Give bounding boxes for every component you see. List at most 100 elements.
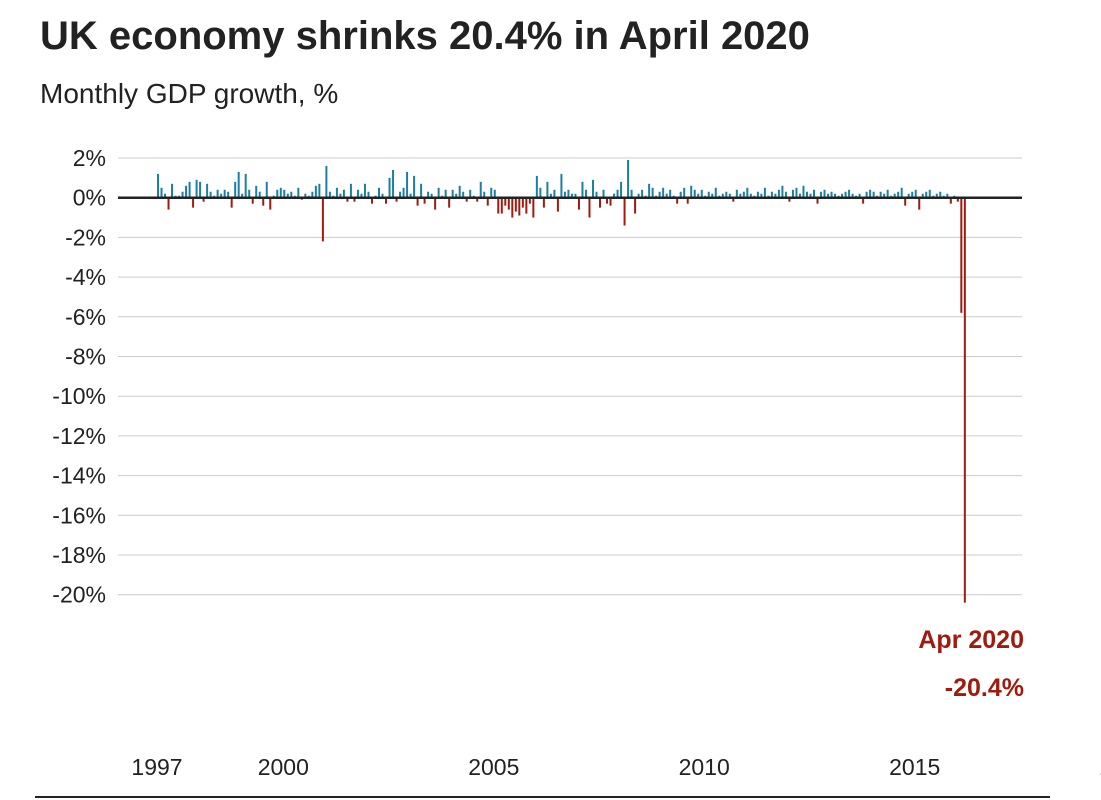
bar xyxy=(725,191,728,198)
bar xyxy=(869,189,872,198)
bar xyxy=(535,175,538,198)
bar xyxy=(265,181,268,198)
annotation-date: Apr 2020 xyxy=(918,626,1024,654)
gridlines xyxy=(118,157,1022,596)
bar xyxy=(469,189,472,198)
bar xyxy=(525,197,528,214)
bar xyxy=(577,197,580,210)
bar xyxy=(697,193,700,198)
bar xyxy=(381,193,384,198)
y-tick-label: -4% xyxy=(65,264,106,290)
bar xyxy=(230,197,233,208)
bar xyxy=(904,197,907,206)
bar xyxy=(665,193,668,198)
bar xyxy=(262,197,265,206)
bar xyxy=(339,193,342,198)
bar xyxy=(185,185,188,198)
bar xyxy=(739,193,742,198)
bar xyxy=(279,187,282,198)
bar xyxy=(669,189,672,198)
bar xyxy=(241,193,244,198)
y-tick-label: 0% xyxy=(73,185,106,211)
chart-subtitle: Monthly GDP growth, % xyxy=(40,78,339,109)
bar xyxy=(616,189,619,198)
bar xyxy=(164,193,167,198)
bar xyxy=(539,187,542,198)
bar xyxy=(707,191,710,198)
y-tick-label: 2% xyxy=(73,145,106,171)
bar xyxy=(858,193,861,198)
bar xyxy=(570,193,573,198)
bar xyxy=(188,181,191,198)
bar xyxy=(886,189,889,198)
bar xyxy=(795,187,798,198)
y-tick-label: -8% xyxy=(65,344,106,370)
bar xyxy=(820,191,823,198)
bar xyxy=(865,191,868,198)
bar xyxy=(946,193,949,198)
bar xyxy=(363,183,366,198)
bar xyxy=(507,197,510,210)
bar xyxy=(402,187,405,198)
bar xyxy=(328,191,331,198)
bar xyxy=(181,191,184,198)
bar xyxy=(223,189,226,198)
bar xyxy=(451,189,454,198)
bar xyxy=(206,183,209,198)
bar xyxy=(416,197,419,206)
bar xyxy=(581,181,584,198)
y-axis: 2% 0% -2% -4% -6% -8% -10% -12% -14% -16% -18% -20% xyxy=(52,145,106,608)
annotation-value: -20.4% xyxy=(945,674,1024,702)
bar xyxy=(444,189,447,198)
bar xyxy=(518,197,521,216)
bar xyxy=(693,189,696,198)
bar xyxy=(220,193,223,198)
bar xyxy=(563,191,566,198)
bar xyxy=(297,187,300,198)
bar xyxy=(244,173,247,198)
bar xyxy=(171,183,174,198)
bar xyxy=(216,189,219,198)
y-tick-label: -6% xyxy=(65,304,106,330)
bar xyxy=(476,197,479,202)
annotation: Apr 2020 -20.4% xyxy=(918,626,1024,702)
bar xyxy=(276,189,279,198)
bar xyxy=(714,187,717,198)
bar xyxy=(679,191,682,198)
bar xyxy=(700,189,703,198)
bar xyxy=(360,193,363,198)
bar xyxy=(504,197,507,206)
bar xyxy=(486,197,489,206)
bar xyxy=(511,197,514,218)
bar xyxy=(248,189,251,198)
bar xyxy=(935,193,938,198)
bar xyxy=(448,197,451,208)
bar xyxy=(157,173,159,198)
bar xyxy=(711,193,714,198)
bar xyxy=(430,193,433,198)
chart-title: UK economy shrinks 20.4% in April 2020 xyxy=(40,14,810,58)
bar xyxy=(290,191,293,198)
bar xyxy=(883,193,886,198)
bar xyxy=(963,197,966,603)
bar xyxy=(676,197,679,204)
bar xyxy=(791,189,794,198)
bar xyxy=(911,191,914,198)
bar xyxy=(395,197,398,202)
y-tick-label: -14% xyxy=(52,463,106,489)
bar xyxy=(528,197,531,204)
bar xyxy=(427,191,430,198)
bar xyxy=(918,197,921,210)
bar xyxy=(848,189,851,198)
bar xyxy=(553,189,556,198)
bar xyxy=(802,185,805,198)
bar xyxy=(567,189,570,198)
bar xyxy=(325,165,328,198)
bar xyxy=(798,193,801,198)
bar xyxy=(202,197,205,202)
bar xyxy=(455,193,458,198)
bar xyxy=(199,181,202,198)
bar xyxy=(897,191,900,198)
bar xyxy=(844,191,847,198)
